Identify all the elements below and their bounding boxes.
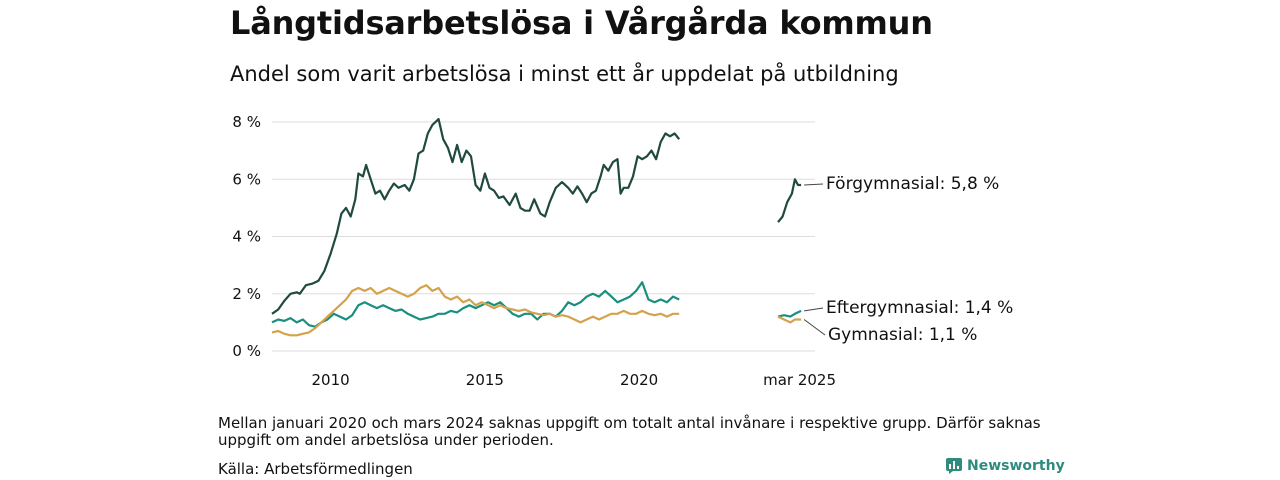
y-tick-label: 0 % <box>232 342 261 360</box>
series-line-gymnasial <box>271 284 680 337</box>
series-line-forgymnasial <box>777 178 802 223</box>
y-tick-label: 2 % <box>232 285 261 303</box>
label-connector-forgymnasial <box>804 183 824 186</box>
series-line-forgymnasial <box>271 118 681 315</box>
chart-source: Källa: Arbetsförmedlingen <box>218 460 413 478</box>
series-lines <box>271 118 802 337</box>
x-axis-ticks: 2010 2015 2020 mar 2025 <box>312 371 837 389</box>
series-line-gymnasial <box>777 315 802 324</box>
label-connector-eftergymnasial <box>804 307 824 312</box>
x-tick-label: mar 2025 <box>763 371 836 389</box>
x-tick-label: 2020 <box>620 371 658 389</box>
newsworthy-logo-icon <box>946 458 962 474</box>
series-label-eftergymnasial: Eftergymnasial: 1,4 % <box>826 298 1013 318</box>
line-chart: 0 % 2 % 4 % 6 % 8 % 2010 2015 2020 mar 2025 För… <box>232 113 1013 389</box>
y-axis-ticks: 0 % 2 % 4 % 6 % 8 % <box>232 113 261 360</box>
series-label-forgymnasial: Förgymnasial: 5,8 % <box>826 174 999 194</box>
chart-title: Långtidsarbetslösa i Vårgårda kommun <box>230 4 933 42</box>
y-tick-label: 6 % <box>232 170 261 188</box>
x-tick-label: 2015 <box>466 371 504 389</box>
x-tick-label: 2010 <box>312 371 350 389</box>
series-label-gymnasial: Gymnasial: 1,1 % <box>828 325 977 345</box>
chart-subtitle: Andel som varit arbetslösa i minst ett å… <box>230 62 899 86</box>
series-line-eftergymnasial <box>271 281 680 328</box>
label-connector-gymnasial <box>803 319 826 336</box>
brand-name: Newsworthy <box>967 458 1065 474</box>
chart-note: Mellan januari 2020 och mars 2024 saknas… <box>218 414 1041 449</box>
y-tick-label: 8 % <box>232 113 261 131</box>
gridlines <box>272 121 815 352</box>
series-end-labels: Förgymnasial: 5,8 % Eftergymnasial: 1,4 %… <box>803 174 1013 345</box>
brand-logo[interactable]: Newsworthy <box>946 458 1065 474</box>
series-line-eftergymnasial <box>777 309 802 318</box>
y-tick-label: 4 % <box>232 228 261 246</box>
